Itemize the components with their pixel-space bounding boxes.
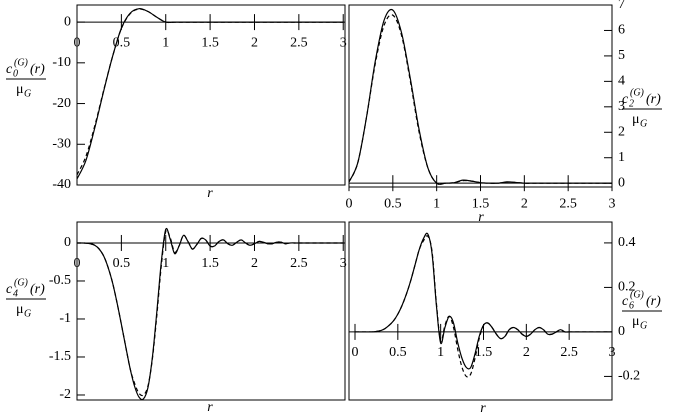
y-tick-label: -0.2 — [618, 369, 640, 384]
x-tick-label: 1.5 — [472, 196, 490, 211]
y-tick-label: -20 — [52, 96, 71, 111]
y-tick-label: 0 — [64, 14, 71, 29]
y-label-arg: (r) — [30, 282, 45, 297]
y-tick-label: 7 — [618, 0, 625, 12]
x-tick-label: 0.5 — [389, 345, 407, 360]
x-tick-label: 0.5 — [384, 196, 402, 211]
y-label-sup: (G) — [14, 57, 29, 68]
y-tick-label: 1 — [618, 150, 625, 165]
series-line — [348, 14, 612, 185]
x-tick-label: 0.5 — [113, 35, 131, 50]
series-line — [76, 8, 344, 180]
x-tick-label: 1 — [162, 35, 169, 50]
y-tick-label: -2 — [59, 387, 71, 402]
x-tick-label: 2 — [523, 345, 530, 360]
series-line — [76, 229, 344, 397]
y-label-sub: 0 — [13, 68, 18, 79]
y-tick-label: 0 — [618, 175, 625, 190]
x-tick-label: 2 — [521, 196, 528, 211]
x-tick-label: 0.5 — [113, 256, 131, 271]
x-tick-label: 0 — [351, 345, 358, 360]
x-tick-label: 3 — [340, 35, 347, 50]
x-tick-label: 2.5 — [290, 256, 308, 271]
x-tick-label: 1 — [433, 196, 440, 211]
y-label-sup: (G) — [630, 87, 645, 98]
y-tick-label: -1 — [59, 311, 71, 326]
y-label-c: c — [622, 294, 629, 309]
y-tick-label: 4 — [618, 74, 625, 89]
y-tick-label: -1.5 — [49, 349, 71, 364]
x-tick-label: 0 — [74, 256, 81, 271]
y-label-den-sub: G — [24, 88, 31, 99]
y-label-den: μ — [632, 112, 640, 127]
series-line — [348, 8, 612, 185]
x-tick-label: 2 — [251, 35, 258, 50]
y-label-den: μ — [632, 314, 640, 329]
series-line — [354, 235, 612, 378]
plot-frame — [348, 221, 613, 401]
x-tick-label: 2 — [251, 256, 258, 271]
x-axis-label: r — [207, 400, 213, 415]
x-axis-label: r — [478, 210, 484, 225]
x-tick-label: 0 — [346, 196, 353, 211]
x-axis-label: r — [480, 401, 486, 415]
x-tick-label: 0 — [74, 35, 81, 50]
y-label-arg: (r) — [646, 294, 661, 309]
y-label-sub: 2 — [629, 98, 634, 109]
y-tick-label: 2 — [618, 124, 625, 139]
y-label-sup: (G) — [630, 289, 645, 300]
y-label-den: μ — [16, 82, 24, 97]
x-tick-label: 1.5 — [201, 256, 219, 271]
x-tick-label: 3 — [609, 345, 616, 360]
y-tick-label: -40 — [52, 177, 71, 192]
y-label-den-sub: G — [640, 320, 647, 331]
y-label-sub: 6 — [629, 300, 634, 311]
y-label-sub: 4 — [13, 288, 18, 299]
y-label-den-sub: G — [640, 118, 647, 129]
x-tick-label: 1.5 — [475, 345, 493, 360]
series-line — [76, 8, 344, 176]
y-label-den-sub: G — [24, 308, 31, 319]
y-tick-label: 0.2 — [618, 280, 636, 295]
plot-frame — [76, 221, 346, 401]
x-tick-label: 2.5 — [559, 196, 577, 211]
series-line — [76, 227, 344, 401]
y-label-c: c — [6, 282, 13, 297]
x-tick-label: 2.5 — [560, 345, 578, 360]
x-tick-label: 3 — [609, 196, 616, 211]
x-tick-label: 1 — [437, 345, 444, 360]
y-label-arg: (r) — [646, 92, 661, 107]
y-label-den: μ — [16, 302, 24, 317]
x-tick-label: 1.5 — [201, 35, 219, 50]
x-tick-label: 1 — [162, 256, 169, 271]
y-tick-label: 0 — [618, 324, 625, 339]
x-tick-label: 2.5 — [290, 35, 308, 50]
y-tick-label: -30 — [52, 136, 71, 151]
x-tick-label: 3 — [340, 256, 347, 271]
y-tick-label: 0 — [64, 235, 71, 250]
y-tick-label: 3 — [618, 99, 625, 114]
x-axis-label: r — [207, 186, 213, 201]
y-label-sup: (G) — [14, 277, 29, 288]
y-tick-label: -0.5 — [49, 273, 71, 288]
y-tick-label: 5 — [618, 48, 625, 63]
y-label-c: c — [6, 62, 13, 77]
y-tick-label: 0.4 — [618, 235, 636, 250]
y-tick-label: 6 — [618, 23, 625, 38]
plot-frame — [348, 4, 613, 188]
y-label-arg: (r) — [30, 62, 45, 77]
plot-frame — [76, 4, 346, 186]
y-label-c: c — [622, 92, 629, 107]
y-tick-label: -10 — [52, 55, 71, 70]
